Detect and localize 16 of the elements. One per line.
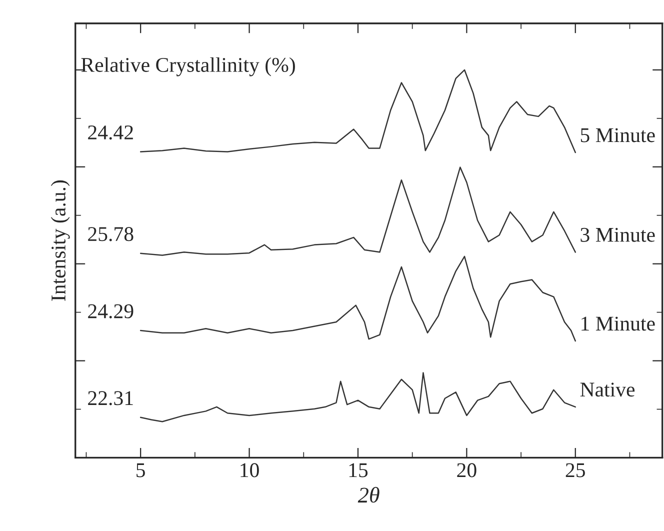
x-tick-label: 15	[349, 463, 368, 478]
legend-label: 1 Minute	[582, 316, 655, 331]
x-tick-label: 20	[457, 463, 476, 478]
annotation: 24.29	[88, 304, 134, 318]
series-label: Native	[580, 382, 635, 397]
legend-label: 5 Minute	[580, 128, 655, 142]
annotation: 24.42	[88, 125, 133, 140]
annotation: 25.78	[88, 227, 134, 242]
annotation: Relative Crystallinity (%)	[81, 57, 295, 76]
x-axis-title: 2θ	[358, 486, 380, 503]
x-tick-label: 5	[136, 463, 145, 478]
x-tick-label: 10	[240, 463, 259, 478]
y-axis-title: Intensity (a.u.)	[50, 180, 70, 301]
x-tick-label: 25	[566, 463, 585, 478]
legend-label: 3 Minute	[580, 228, 655, 242]
annotation: 22.31	[88, 391, 133, 406]
